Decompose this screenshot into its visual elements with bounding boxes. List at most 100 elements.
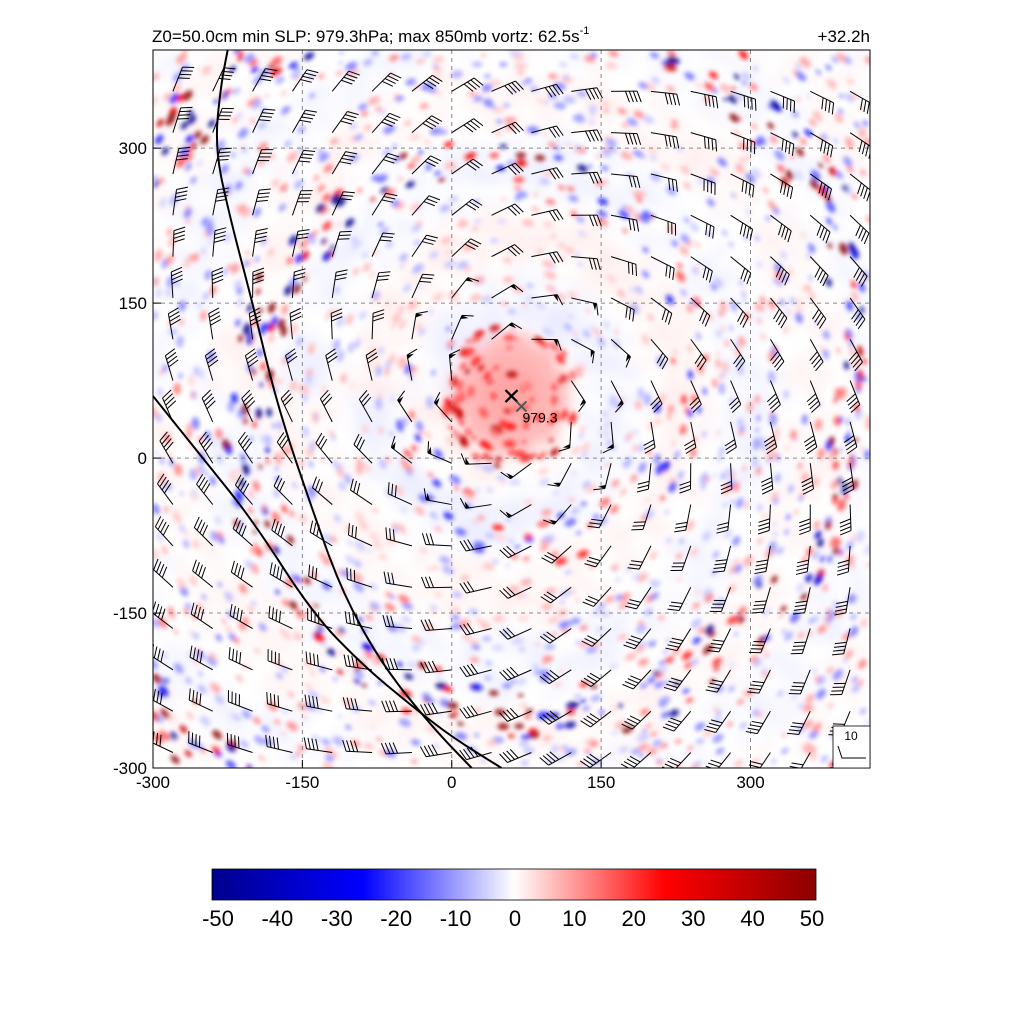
field-cell <box>583 681 593 691</box>
field-cell <box>236 420 246 431</box>
field-speckle <box>611 479 620 488</box>
field-cell <box>356 718 366 728</box>
field-speckle <box>236 297 244 308</box>
field-cell <box>583 656 593 666</box>
field-cell <box>762 743 772 753</box>
field-speckle <box>338 481 346 491</box>
field-speckle <box>354 340 360 348</box>
field-cell <box>654 396 665 406</box>
field-speckle <box>502 257 512 263</box>
field-cell <box>643 160 653 170</box>
field-cell <box>427 619 438 629</box>
field-cell <box>726 334 736 344</box>
field-cell <box>415 681 426 691</box>
field-speckle <box>325 754 334 762</box>
field-cell <box>750 396 760 406</box>
field-cell <box>858 458 868 468</box>
field-cell <box>200 743 210 753</box>
field-cell <box>798 111 808 121</box>
field-cell <box>272 185 282 195</box>
field-speckle <box>281 731 286 736</box>
field-cell <box>260 693 270 703</box>
field-cell <box>164 520 175 530</box>
field-speckle <box>779 298 785 306</box>
field-cell <box>583 507 593 517</box>
field-speckle <box>745 209 751 216</box>
field-speckle <box>639 683 648 689</box>
field-speckle <box>592 514 599 520</box>
field-cell <box>403 61 414 71</box>
field-cell <box>654 296 665 307</box>
field-speckle <box>421 50 433 58</box>
field-speckle <box>184 750 193 757</box>
field-cell <box>810 482 820 493</box>
field-cell <box>666 358 677 369</box>
field-cell <box>535 606 545 616</box>
field-cell <box>571 197 581 207</box>
field-speckle <box>516 70 525 76</box>
field-speckle <box>770 135 778 144</box>
field-speckle <box>446 326 451 332</box>
field-speckle <box>520 760 529 766</box>
field-cell <box>666 111 677 121</box>
field-cell <box>834 470 844 480</box>
field-speckle <box>482 563 495 571</box>
field-speckle <box>404 120 411 126</box>
field-speckle <box>362 424 368 434</box>
field-cell <box>200 532 210 542</box>
field-speckle <box>468 91 477 97</box>
field-cell <box>499 172 509 183</box>
field-cell <box>427 582 438 592</box>
field-cell <box>463 557 473 567</box>
field-cell <box>248 222 258 232</box>
field-speckle <box>757 463 762 469</box>
field-speckle <box>660 495 665 501</box>
field-speckle <box>451 70 463 78</box>
field-cell <box>547 681 557 691</box>
field-cell <box>344 234 354 245</box>
field-cell <box>607 445 617 455</box>
field-cell <box>260 582 270 592</box>
field-cell <box>654 185 665 195</box>
field-cell <box>475 383 485 393</box>
field-speckle <box>853 121 861 129</box>
field-speckle <box>250 118 256 124</box>
field-cell <box>774 507 784 517</box>
field-speckle <box>717 455 722 462</box>
field-speckle <box>323 164 334 173</box>
field-speckle <box>365 613 374 621</box>
field-cell <box>631 693 641 703</box>
field-cell <box>846 569 856 579</box>
field-cell <box>392 631 402 641</box>
field-cell <box>798 358 808 369</box>
field-cell <box>571 706 581 716</box>
field-cell <box>750 321 760 331</box>
field-cell <box>380 706 390 716</box>
field-cell <box>786 61 796 71</box>
field-cell <box>224 50 234 59</box>
field-cell <box>666 644 677 654</box>
field-speckle <box>790 611 800 623</box>
field-speckle <box>795 62 802 70</box>
field-speckle <box>457 220 468 228</box>
field-cell <box>571 544 581 555</box>
field-cell <box>511 247 521 257</box>
field-cell <box>320 656 330 666</box>
field-cell <box>547 371 557 381</box>
field-cell <box>523 668 533 678</box>
field-speckle <box>235 318 241 327</box>
field-speckle <box>264 520 271 529</box>
field-speckle <box>556 723 564 729</box>
field-cell <box>571 582 581 592</box>
field-cell <box>487 309 497 319</box>
field-cell <box>702 73 712 83</box>
field-cell <box>750 111 760 121</box>
field-speckle <box>843 361 850 370</box>
field-speckle <box>503 103 510 108</box>
field-cell <box>726 148 736 158</box>
field-speckle <box>805 693 815 704</box>
field-speckle <box>814 530 822 540</box>
field-cell <box>380 420 390 431</box>
field-cell <box>523 222 533 232</box>
field-cell <box>439 123 449 133</box>
